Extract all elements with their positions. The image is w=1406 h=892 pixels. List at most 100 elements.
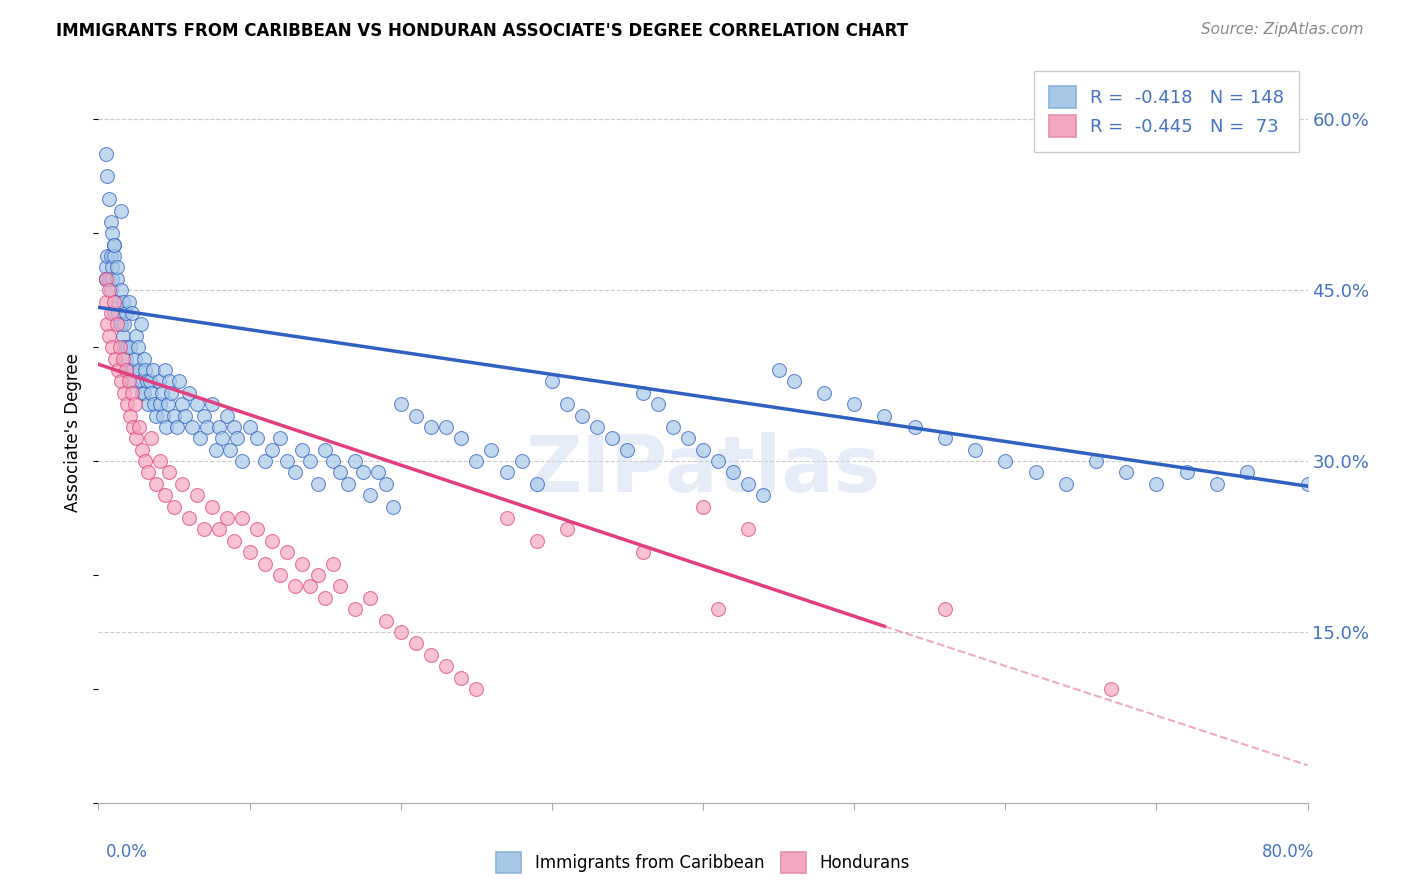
Point — [195, 420, 218, 434]
Point — [105, 294, 128, 309]
Point — [94, 272, 117, 286]
Text: ZIPatlas: ZIPatlas — [526, 432, 880, 508]
Point — [1085, 454, 1108, 468]
Point — [239, 545, 262, 559]
Point — [299, 454, 322, 468]
Point — [101, 340, 124, 354]
Point — [314, 442, 336, 457]
Point — [111, 351, 134, 366]
Point — [215, 409, 238, 423]
Point — [647, 397, 669, 411]
Point — [783, 375, 806, 389]
Point — [110, 203, 132, 218]
Point — [510, 454, 533, 468]
Point — [224, 533, 246, 548]
Point — [1054, 476, 1077, 491]
Point — [768, 363, 790, 377]
Point — [344, 602, 367, 616]
Point — [540, 375, 562, 389]
Point — [352, 466, 374, 480]
Point — [122, 420, 145, 434]
Point — [284, 466, 307, 480]
Point — [127, 340, 149, 354]
Point — [262, 533, 284, 548]
Point — [110, 375, 132, 389]
Point — [1296, 476, 1319, 491]
Point — [129, 375, 152, 389]
Point — [661, 420, 683, 434]
Point — [307, 568, 329, 582]
Point — [219, 442, 242, 457]
Point — [179, 385, 201, 400]
Point — [94, 294, 117, 309]
Point — [226, 431, 249, 445]
Point — [103, 237, 125, 252]
Point — [307, 476, 329, 491]
Point — [110, 283, 132, 297]
Point — [299, 579, 322, 593]
Point — [322, 454, 344, 468]
Point — [108, 340, 131, 354]
Point — [571, 409, 593, 423]
Point — [100, 215, 122, 229]
Point — [336, 476, 359, 491]
Point — [112, 385, 135, 400]
Point — [103, 249, 125, 263]
Point — [170, 397, 193, 411]
Point — [108, 318, 131, 332]
Point — [120, 340, 142, 354]
Point — [405, 409, 427, 423]
Point — [145, 476, 167, 491]
Point — [1236, 466, 1258, 480]
Point — [98, 192, 121, 206]
Point — [1206, 476, 1229, 491]
Point — [374, 614, 396, 628]
Point — [631, 545, 654, 559]
Y-axis label: Associate's Degree: Associate's Degree — [65, 353, 83, 512]
Point — [631, 385, 654, 400]
Point — [98, 328, 121, 343]
Point — [115, 340, 138, 354]
Point — [118, 363, 141, 377]
Point — [246, 523, 269, 537]
Point — [420, 420, 443, 434]
Point — [904, 420, 927, 434]
Point — [110, 318, 132, 332]
Point — [107, 306, 129, 320]
Point — [105, 260, 128, 275]
Point — [143, 397, 166, 411]
Point — [360, 488, 382, 502]
Point — [344, 454, 367, 468]
Point — [141, 385, 163, 400]
Point — [934, 431, 956, 445]
Point — [253, 454, 276, 468]
Text: 0.0%: 0.0% — [105, 843, 148, 861]
Point — [284, 579, 307, 593]
Point — [149, 454, 172, 468]
Point — [1024, 466, 1046, 480]
Point — [211, 431, 233, 445]
Point — [602, 431, 624, 445]
Point — [129, 318, 152, 332]
Point — [314, 591, 336, 605]
Point — [1099, 681, 1122, 696]
Point — [246, 431, 269, 445]
Point — [465, 681, 488, 696]
Point — [555, 397, 578, 411]
Point — [150, 385, 173, 400]
Point — [163, 500, 186, 514]
Point — [94, 146, 117, 161]
Point — [120, 409, 142, 423]
Point — [98, 272, 121, 286]
Text: Source: ZipAtlas.com: Source: ZipAtlas.com — [1201, 22, 1364, 37]
Point — [873, 409, 896, 423]
Point — [253, 557, 276, 571]
Point — [166, 420, 188, 434]
Point — [707, 602, 730, 616]
Point — [239, 420, 262, 434]
Point — [181, 420, 204, 434]
Point — [934, 602, 956, 616]
Point — [269, 431, 291, 445]
Point — [136, 397, 159, 411]
Point — [100, 306, 122, 320]
